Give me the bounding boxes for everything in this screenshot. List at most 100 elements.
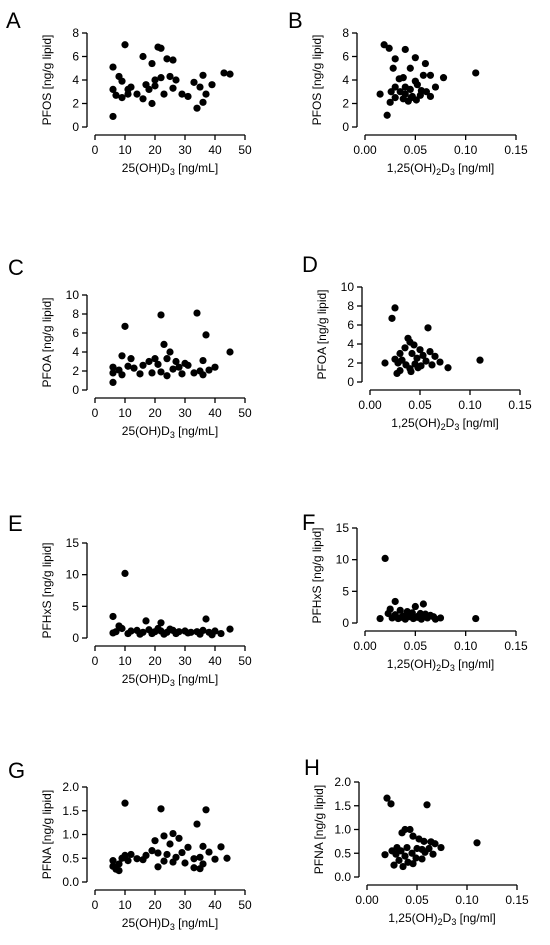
data-point-c [175, 363, 183, 371]
x-tick-label-d: 0.10 [458, 398, 482, 412]
data-point-f [431, 615, 440, 623]
data-point-d [391, 304, 399, 312]
data-point-c [226, 348, 234, 356]
data-point-h [431, 840, 439, 848]
data-point-g [154, 849, 162, 857]
y-axis-title-a: PFOS [ng/g lipid] [40, 35, 54, 126]
data-point-b [439, 74, 448, 82]
data-point-a [220, 69, 228, 77]
x-axis-title-a: 25(OH)D3 [ng/mL] [122, 161, 218, 177]
data-point-e [136, 630, 144, 638]
data-point-e [172, 629, 180, 638]
data-point-b [376, 90, 384, 98]
y-tick-label-h: 1.0 [334, 823, 351, 837]
data-point-e [118, 624, 126, 633]
data-point-b [380, 41, 388, 49]
x-tick-label-h: 0.10 [455, 893, 479, 907]
data-point-f [397, 613, 405, 621]
y-axis-title-e: PFHxS [ng/g lipid] [40, 542, 54, 638]
y-tick-label-b: 0 [342, 120, 349, 134]
x-tick-label-b: 0.00 [353, 143, 377, 157]
data-point-h [398, 829, 406, 837]
y-tick-label-a: 6 [72, 50, 79, 64]
data-point-a [139, 95, 147, 103]
data-point-d [413, 354, 421, 362]
data-point-b [387, 88, 395, 96]
data-point-b [407, 94, 415, 102]
data-point-g [133, 855, 141, 863]
y-tick-label-h: 2.0 [334, 775, 351, 789]
data-point-c [118, 371, 126, 379]
data-point-h [437, 843, 445, 852]
data-point-c [109, 363, 117, 371]
data-point-g [115, 867, 123, 875]
y-tick-label-d: 8 [347, 299, 354, 313]
data-point-a [145, 85, 153, 93]
data-point-d [476, 356, 484, 364]
y-tick-label-b: 2 [342, 97, 349, 111]
data-point-a [226, 70, 234, 78]
panel-e: E 0 5 10 15 0 10 20 30 40 50 25(OH)D3 [ng/mL] PFHxS … [8, 511, 252, 688]
data-point-d [381, 359, 389, 367]
data-point-g [193, 820, 201, 828]
data-point-f [376, 614, 384, 623]
data-point-a [199, 98, 207, 106]
data-point-d [396, 349, 404, 358]
data-point-g [169, 829, 177, 838]
data-point-a [193, 104, 201, 112]
data-point-a [172, 76, 180, 84]
y-tick-label-c: 0 [72, 383, 79, 397]
x-axis-title-b: 1,25(OH)2D3 [ng/ml] [387, 161, 494, 177]
y-tick-label-b: 4 [342, 73, 349, 87]
y-tick-label-d: 6 [347, 318, 354, 332]
data-point-b [411, 54, 419, 62]
x-tick-label-d: 0.15 [508, 398, 532, 412]
y-axis-title-d: PFOA [ng/g lipid] [315, 289, 329, 379]
x-axis-title-c: 25(OH)D3 [ng/mL] [122, 424, 218, 440]
data-point-e [208, 631, 216, 639]
data-point-g [166, 840, 174, 848]
data-point-d [394, 359, 402, 367]
panel-a: A 0 2 4 6 8 0 10 20 30 40 50 25(OH)D3 [ng/mL] PFOS [n… [6, 8, 252, 177]
x-tick-label-a: 20 [148, 143, 162, 157]
data-point-g [118, 854, 126, 862]
x-tick-label-c: 30 [178, 406, 192, 420]
panel-letter-c: C [8, 255, 24, 280]
data-point-g [196, 853, 204, 861]
data-point-c [163, 355, 171, 363]
data-point-g [163, 850, 171, 859]
data-point-d [408, 349, 416, 358]
data-point-a [109, 63, 117, 71]
data-point-c [154, 360, 162, 368]
data-point-c [121, 322, 129, 330]
data-point-h [408, 849, 416, 857]
data-point-f [391, 597, 399, 606]
x-axis-title-h: 1,25(OH)2D3 [ng/ml] [388, 911, 495, 927]
x-tick-label-e: 40 [208, 654, 222, 668]
x-tick-label-h: 0.05 [405, 893, 429, 907]
data-point-b [395, 75, 403, 83]
y-tick-label-a: 4 [72, 73, 79, 87]
data-point-h [423, 801, 431, 809]
data-point-a [118, 94, 126, 102]
x-axis-title-d: 1,25(OH)2D3 [ng/ml] [391, 416, 498, 432]
panel-letter-b: B [288, 8, 303, 33]
data-point-a [148, 99, 156, 108]
y-tick-label-c: 4 [72, 345, 79, 359]
data-point-c [151, 355, 159, 363]
data-point-d [388, 314, 396, 322]
data-point-b [406, 85, 414, 93]
x-tick-label-e: 30 [178, 654, 192, 668]
data-point-a [139, 52, 147, 61]
x-tick-label-a: 10 [118, 143, 132, 157]
y-tick-label-g: 1.0 [62, 828, 79, 842]
data-point-d [444, 364, 452, 372]
panel-h: H 0.0 0.5 1.0 1.5 2.0 0.00 0.05 0.10 0.15 1,25(OH)… [304, 755, 529, 927]
y-tick-label-c: 10 [66, 288, 80, 302]
data-point-e [121, 569, 129, 578]
x-axis-title-f: 1,25(OH)2D3 [ng/ml] [387, 657, 494, 673]
data-point-a [109, 112, 117, 121]
data-point-c [184, 361, 192, 369]
x-tick-label-e: 0 [92, 654, 99, 668]
y-tick-label-c: 2 [72, 364, 79, 378]
